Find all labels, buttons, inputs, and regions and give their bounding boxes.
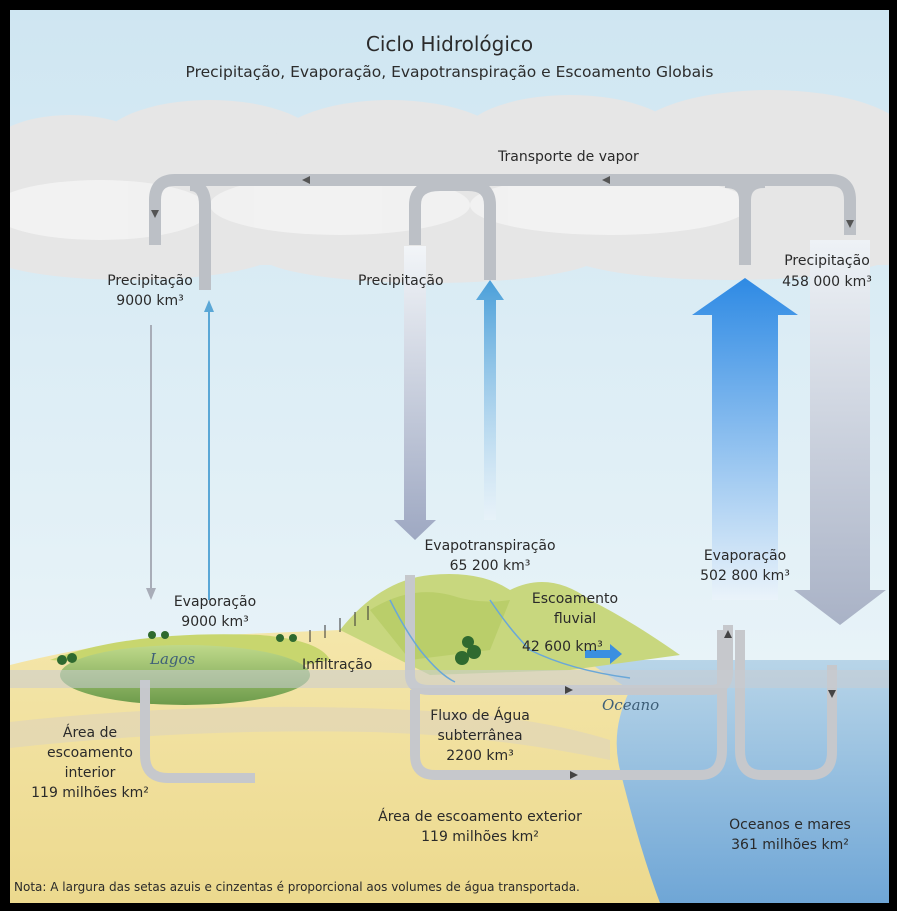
interior-label-line3: interior [64, 765, 116, 781]
diagram-canvas: Ciclo Hidrológico Precipitação, Evaporaç… [10, 10, 889, 903]
precip-right-value: 458 000 km³ [782, 274, 872, 290]
evapotrans-value: 65 200 km³ [449, 558, 531, 574]
groundwater-value: 2200 km³ [446, 748, 514, 764]
precip-mid-label: Precipitação [358, 273, 444, 289]
rivers [389, 599, 631, 683]
evap-ocean-value: 502 800 km³ [700, 568, 790, 584]
precip-right-arrow [794, 240, 886, 625]
groundwater-label-line1: Fluxo de Água [430, 708, 530, 724]
evap-ocean-label: Evaporação [703, 548, 787, 564]
runoff-label-line1: Escoamento [531, 591, 619, 607]
transport-arrowheads [151, 176, 854, 228]
oceans-value: 361 milhões km² [731, 837, 849, 853]
interior-value: 119 milhões km² [31, 785, 149, 801]
precip-left-value: 9000 km³ [116, 293, 184, 309]
evapotrans-label: Evapotranspiração [424, 538, 556, 554]
precip-right-label: Precipitação [784, 253, 870, 269]
ocean-label: Oceano [602, 696, 660, 714]
evap-lake-label: Evaporação [173, 594, 257, 610]
ocean-area [570, 660, 889, 903]
runoff-label-line2: fluvial [553, 611, 597, 627]
hydrologic-cycle-illustration [10, 10, 889, 903]
exterior-value: 119 milhões km² [421, 829, 539, 845]
exterior-label: Área de escoamento exterior [378, 809, 582, 825]
infiltration-arrows [309, 606, 369, 642]
evap-ocean-arrow [692, 278, 798, 600]
page-subtitle: Precipitação, Evaporação, Evapotranspira… [185, 63, 714, 81]
groundwater-label-line2: subterrânea [437, 728, 523, 744]
interior-label-line2: escoamento [47, 745, 133, 761]
evap-lake-value: 9000 km³ [181, 614, 249, 630]
lakes-label: Lagos [150, 650, 196, 668]
interior-label-line1: Área de [62, 725, 118, 741]
soil-band [10, 706, 610, 760]
footnote: Nota: A largura das setas azuis e cinzen… [14, 880, 580, 894]
trees [57, 631, 481, 665]
evapotrans-arrow [476, 280, 504, 520]
vapor-transport-label: Transporte de vapor [498, 149, 639, 165]
runoff-value: 42 600 km³ [522, 639, 603, 655]
page-title: Ciclo Hidrológico [365, 32, 534, 56]
runoff-arrow [585, 644, 622, 664]
infiltration-label: Infiltração [302, 657, 373, 673]
vapor-transport-pipe [149, 174, 856, 290]
oceans-label: Oceanos e mares [729, 817, 851, 833]
precip-mid-arrow [394, 246, 436, 540]
precip-left-label: Precipitação [107, 273, 193, 289]
